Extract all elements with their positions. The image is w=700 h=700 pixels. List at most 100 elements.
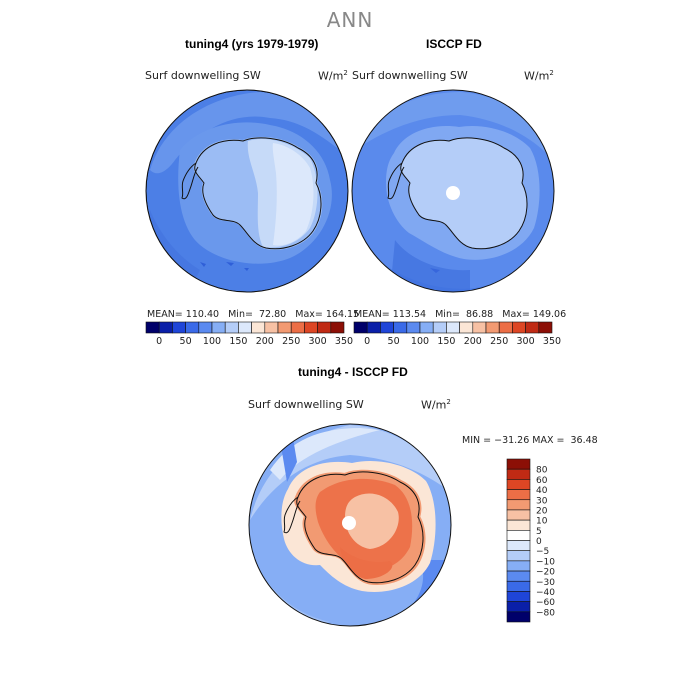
- diff-colorbar-box: [506, 509, 531, 521]
- panel1-colorbar-box: [317, 321, 332, 334]
- diff-colorbar-box: [506, 479, 531, 490]
- panel2-colorbar-box: [432, 321, 447, 334]
- panel2-colorbar-tick: 200: [464, 336, 482, 347]
- panel1-title: tuning4 (yrs 1979-1979): [185, 37, 319, 51]
- panel2-colorbar-tick: 350: [543, 336, 561, 347]
- diff-colorbar-tick: 5: [536, 527, 542, 537]
- panel2-colorbar-tick: 100: [411, 336, 429, 347]
- panel1-colorbar-tick: 50: [180, 336, 192, 347]
- diff-colorbar-box: [506, 540, 531, 551]
- panel1-colorbar-tick: 350: [335, 336, 353, 347]
- panel2-units-label: W/m2: [524, 69, 554, 83]
- panel1-colorbar-box: [277, 321, 292, 334]
- diff-colorbar-box: [506, 560, 531, 572]
- diff-colorbar-tick: 40: [536, 486, 548, 496]
- panel2-colorbar-tick: 250: [490, 336, 508, 347]
- panel1-colorbar-box: [224, 321, 239, 334]
- panel2-colorbar-box: [446, 321, 460, 334]
- panel1-colorbar-box: [238, 321, 252, 334]
- diff-variable-label: Surf downwelling SW: [248, 398, 364, 411]
- panel1-colorbar-box: [330, 321, 345, 334]
- panel2-colorbar-box: [380, 321, 394, 334]
- panel1-units-label: W/m2: [318, 69, 348, 83]
- panel2-colorbar-tick: 50: [388, 336, 400, 347]
- panel2-colorbar-box: [393, 321, 408, 334]
- diff-colorbar-tick: 80: [536, 466, 548, 476]
- diff-colorbar-tick: −10: [536, 557, 555, 567]
- diff-colorbar-box: [506, 468, 531, 480]
- panel2-colorbar-box: [472, 321, 487, 334]
- panel2-colorbar-tick: 150: [437, 336, 455, 347]
- panel1-colorbar-box: [172, 321, 186, 334]
- diff-colorbar-tick: 0: [536, 537, 542, 547]
- diff-colorbar-box: [506, 591, 531, 602]
- diff-colorbar-box: [506, 530, 531, 541]
- panel1-map-border: [145, 89, 349, 293]
- panel1-colorbar-tick: 200: [256, 336, 274, 347]
- diff-minmax: MIN = −31.26 MAX = 36.48: [462, 435, 598, 446]
- diff-colorbar-box: [506, 601, 531, 613]
- diff-colorbar-tick: 10: [536, 517, 548, 527]
- diff-colorbar-tick: 20: [536, 506, 548, 516]
- panel2-colorbar-tick: 0: [364, 336, 370, 347]
- panel1-colorbar-box: [264, 321, 279, 334]
- diff-colorbar-box: [506, 499, 531, 511]
- diff-colorbar-box: [506, 550, 531, 562]
- panel1-colorbar-box: [304, 321, 318, 334]
- panel2-colorbar-box: [366, 321, 381, 334]
- main-title: ANN: [326, 8, 374, 32]
- panel2-colorbar-box: [525, 321, 540, 334]
- panel2-colorbar-box: [353, 321, 368, 334]
- panel2-colorbar-box: [419, 321, 434, 334]
- panel2-colorbar-tick: 300: [517, 336, 535, 347]
- diff-colorbar-box: [506, 458, 531, 470]
- diff-colorbar-box: [506, 489, 531, 501]
- diff-colorbar-tick: −40: [536, 588, 555, 598]
- diff-colorbar-box: [506, 519, 531, 531]
- panel1-colorbar-tick: 0: [156, 336, 162, 347]
- panel1-colorbar-box: [251, 321, 266, 334]
- panel2-colorbar-box: [512, 321, 526, 334]
- diff-units-label: W/m2: [421, 398, 451, 412]
- panel2-map-border: [351, 89, 555, 293]
- diff-map-border: [248, 423, 452, 627]
- diff-colorbar-tick: −5: [536, 547, 549, 557]
- panel2-colorbar-box: [498, 321, 513, 334]
- panel1-colorbar: 0 50 100 150 200 250 300 350: [145, 321, 353, 347]
- panel2-colorbar-box: [459, 321, 474, 334]
- panel1-colorbar-box: [185, 321, 200, 334]
- panel2-colorbar: 0 50 100 150 200 250 300 350: [353, 321, 561, 347]
- diff-colorbar-box: [506, 580, 531, 592]
- panel2-variable-label: Surf downwelling SW: [352, 69, 468, 82]
- diff-colorbar-tick: 30: [536, 496, 548, 506]
- panel2-title: ISCCP FD: [426, 37, 482, 51]
- diff-colorbar-tick: 60: [536, 476, 548, 486]
- panel1-stats: MEAN= 110.40 Min= 72.80 Max= 164.15: [147, 309, 360, 320]
- panel2-colorbar-box: [538, 321, 553, 334]
- diff-map: [249, 424, 451, 626]
- panel1-colorbar-box: [198, 321, 213, 334]
- panel1-map: [146, 90, 348, 292]
- diff-colorbar-tick: −30: [536, 578, 555, 588]
- diff-colorbar-tick: −20: [536, 568, 555, 578]
- panel1-colorbar-tick: 250: [282, 336, 300, 347]
- panel2-colorbar-box: [406, 321, 421, 334]
- diff-colorbar-tick: −80: [536, 608, 555, 618]
- panel1-variable-label: Surf downwelling SW: [145, 69, 261, 82]
- panel1-colorbar-tick: 150: [229, 336, 247, 347]
- diff-colorbar-box: [506, 611, 531, 623]
- panel1-colorbar-box: [290, 321, 305, 334]
- panel1-colorbar-box: [211, 321, 226, 334]
- diff-title: tuning4 - ISCCP FD: [298, 365, 408, 379]
- panel1-colorbar-tick: 100: [203, 336, 221, 347]
- panel1-colorbar-box: [145, 321, 160, 334]
- panel2-stats: MEAN= 113.54 Min= 86.88 Max= 149.06: [354, 309, 567, 320]
- diff-colorbar-tick: −60: [536, 598, 555, 608]
- panel2-map: [352, 90, 554, 292]
- panel2-colorbar-box: [485, 321, 500, 334]
- panel1-colorbar-tick: 300: [309, 336, 327, 347]
- panel1-colorbar-box: [158, 321, 173, 334]
- diff-colorbar-box: [506, 570, 531, 582]
